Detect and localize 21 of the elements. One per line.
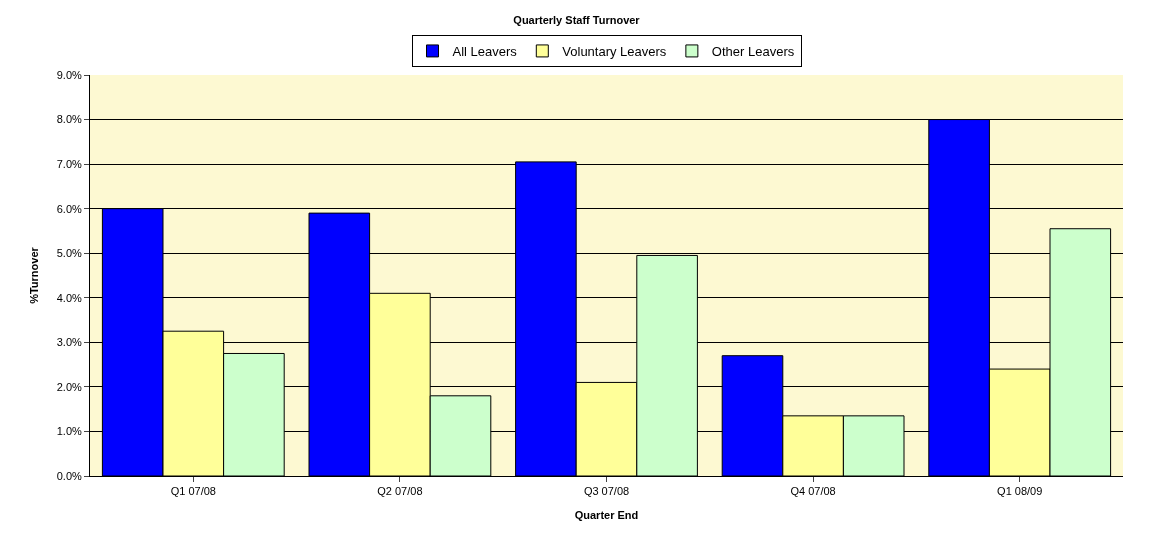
x-tick-label: Q2 07/08 xyxy=(377,485,423,498)
x-tick-label: Q3 07/08 xyxy=(583,485,630,498)
y-tick-label: 9.0% xyxy=(56,68,83,81)
y-tick-label: 4.0% xyxy=(56,291,83,304)
x-tick-label: Q4 07/08 xyxy=(790,485,836,498)
y-axis-title: %Turnover xyxy=(28,246,41,304)
y-tick-label: 0.0% xyxy=(56,469,83,482)
legend-label: All Leavers xyxy=(452,44,518,59)
x-tick-label: Q1 08/09 xyxy=(997,485,1043,498)
y-tick-label: 7.0% xyxy=(56,157,83,170)
y-tick-label: 1.0% xyxy=(56,425,83,438)
y-tick-label: 5.0% xyxy=(56,247,83,260)
x-tick-label: Q1 07/08 xyxy=(170,485,216,498)
legend-label: Voluntary Leavers xyxy=(562,44,667,59)
chart-title: Quarterly Staff Turnover xyxy=(513,13,641,26)
y-tick-label: 3.0% xyxy=(56,336,83,349)
x-axis-title: Quarter End xyxy=(574,509,639,522)
legend-label: Other Leavers xyxy=(711,44,795,59)
y-tick-label: 6.0% xyxy=(56,202,83,215)
y-tick-label: 2.0% xyxy=(56,380,83,393)
y-tick-label: 8.0% xyxy=(56,113,83,126)
